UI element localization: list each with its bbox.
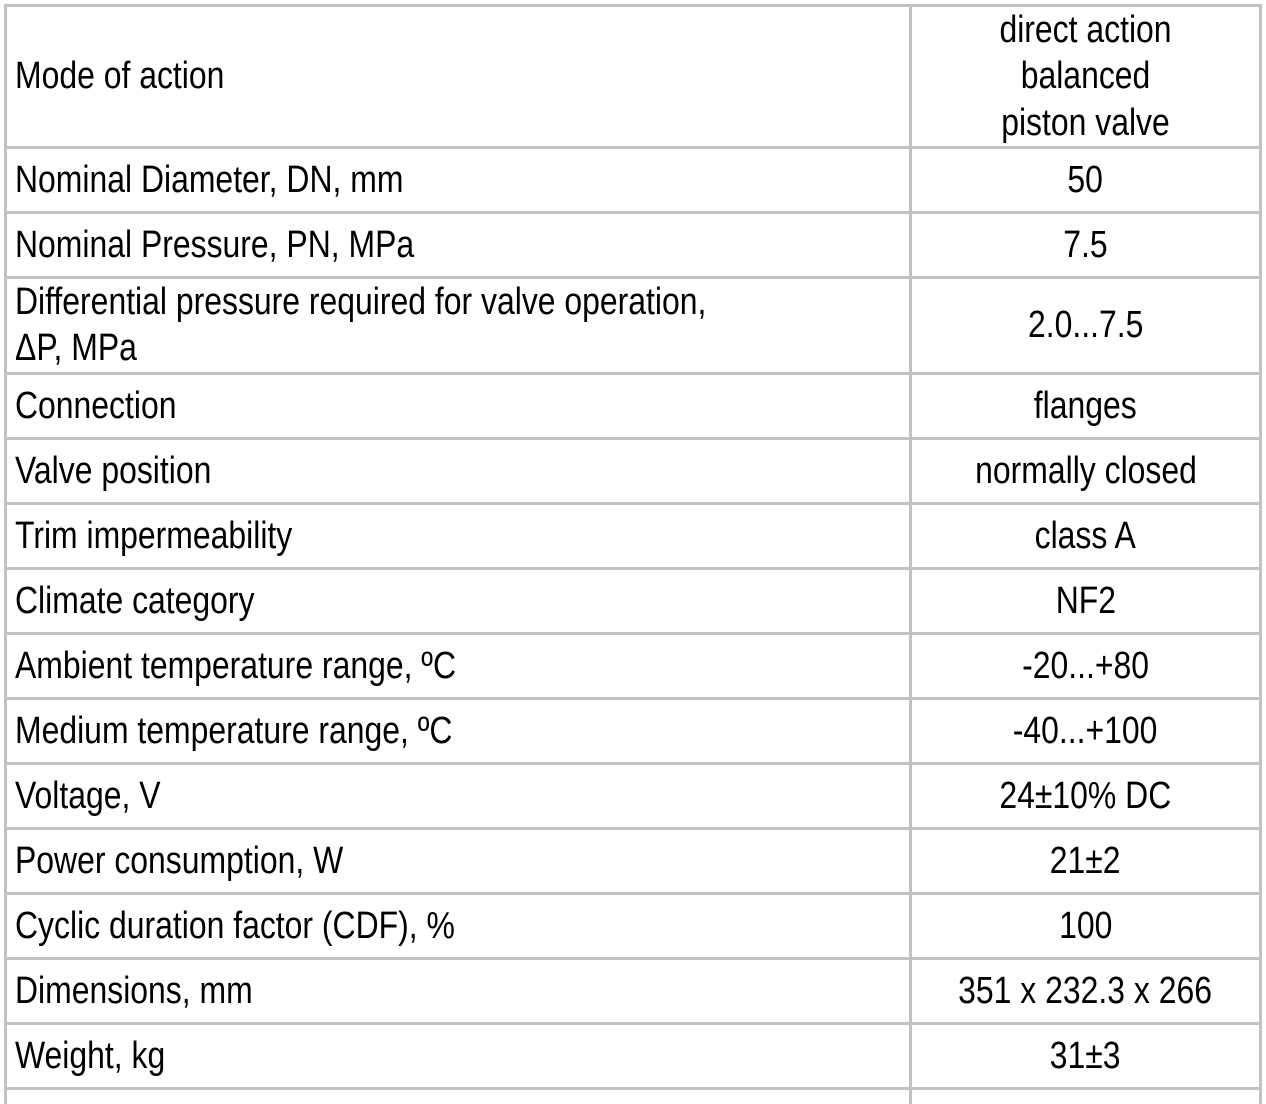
spec-param-cell: Valve position: [4, 436, 912, 505]
spec-row: Power consumption, W 21±2: [4, 826, 1262, 895]
spec-value-cell: 1.0/0.15: [909, 1086, 1262, 1104]
spec-value-text: 1.0/0.15: [1028, 1098, 1143, 1104]
spec-value-cell: NF2: [909, 566, 1262, 635]
spec-param-text: Connection: [15, 384, 177, 427]
spec-param-text: Opening/closing time, s (no more): [15, 1098, 494, 1104]
spec-param-text: Weight, kg: [15, 1034, 166, 1077]
spec-param-cell: Trim impermeability: [4, 501, 912, 570]
spec-param-text: Dimensions, mm: [15, 969, 253, 1012]
spec-param-text: Mode of action: [15, 55, 225, 98]
spec-param-text: Trim impermeability: [15, 514, 293, 557]
spec-row: Ambient temperature range, ºC -20...+80: [4, 631, 1262, 700]
spec-value-text: -40...+100: [1013, 709, 1158, 752]
spec-value-text: flanges: [1034, 384, 1137, 427]
spec-value-cell: -20...+80: [909, 631, 1262, 700]
spec-row: Trim impermeability class A: [4, 501, 1262, 570]
spec-param-text: Voltage, V: [15, 774, 161, 817]
spec-param-cell: Connection: [4, 371, 912, 440]
spec-value-text: 50: [1067, 158, 1104, 201]
spec-row: Differential pressure required for valve…: [4, 276, 1262, 375]
spec-value-text: direct action balanced piston valve: [999, 9, 1172, 144]
spec-param-text: Nominal Pressure, PN, MPa: [15, 223, 415, 266]
spec-row: Medium temperature range, ºC -40...+100: [4, 696, 1262, 765]
spec-value-cell: 7.5: [909, 211, 1262, 280]
spec-value-text: 351 x 232.3 x 266: [958, 969, 1213, 1012]
spec-value-text: 100: [1058, 904, 1113, 947]
spec-row: Connection flanges: [4, 371, 1262, 440]
spec-value-text: 31±3: [1050, 1034, 1121, 1077]
spec-value-cell: 2.0...7.5: [909, 276, 1262, 375]
spec-param-cell: Differential pressure required for valve…: [4, 276, 912, 375]
spec-param-cell: Voltage, V: [4, 761, 912, 830]
spec-value-cell: 100: [909, 891, 1262, 960]
spec-table: Mode of action direct action balanced pi…: [4, 3, 1262, 1104]
spec-param-cell: Power consumption, W: [4, 826, 912, 895]
spec-param-cell: Medium temperature range, ºC: [4, 696, 912, 765]
spec-value-text: normally closed: [974, 449, 1197, 492]
spec-param-text: Valve position: [15, 449, 212, 492]
spec-param-cell: Ambient temperature range, ºC: [4, 631, 912, 700]
spec-value-text: 2.0...7.5: [1027, 304, 1144, 347]
spec-param-text: Ambient temperature range, ºC: [15, 644, 457, 687]
spec-param-text: Power consumption, W: [15, 839, 344, 882]
spec-row: Climate category NF2: [4, 566, 1262, 635]
spec-param-text: Cyclic duration factor (CDF), %: [15, 904, 455, 947]
spec-value-cell: 351 x 232.3 x 266: [909, 956, 1262, 1025]
spec-value-cell: 24±10% DC: [909, 761, 1262, 830]
spec-value-cell: flanges: [909, 371, 1262, 440]
spec-value-cell: direct action balanced piston valve: [909, 3, 1262, 150]
spec-value-text: class A: [1034, 514, 1137, 557]
spec-row: Nominal Diameter, DN, mm 50: [4, 146, 1262, 215]
spec-row: Cyclic duration factor (CDF), % 100: [4, 891, 1262, 960]
spec-param-cell: Nominal Diameter, DN, mm: [4, 146, 912, 215]
spec-row: Nominal Pressure, PN, MPa 7.5: [4, 211, 1262, 280]
spec-row: Dimensions, mm 351 x 232.3 x 266: [4, 956, 1262, 1025]
spec-param-text: Climate category: [15, 579, 255, 622]
spec-row: Valve position normally closed: [4, 436, 1262, 505]
spec-row: Voltage, V 24±10% DC: [4, 761, 1262, 830]
spec-value-text: NF2: [1055, 579, 1116, 622]
spec-row: Opening/closing time, s (no more) 1.0/0.…: [4, 1086, 1262, 1104]
spec-value-text: 7.5: [1063, 223, 1108, 266]
spec-param-text: Medium temperature range, ºC: [15, 709, 453, 752]
spec-value-text: 24±10% DC: [999, 774, 1172, 817]
spec-param-cell: Cyclic duration factor (CDF), %: [4, 891, 912, 960]
spec-param-text: Nominal Diameter, DN, mm: [15, 158, 404, 201]
spec-param-cell: Mode of action: [4, 3, 912, 150]
spec-row: Weight, kg 31±3: [4, 1021, 1262, 1090]
spec-value-cell: normally closed: [909, 436, 1262, 505]
spec-param-cell: Nominal Pressure, PN, MPa: [4, 211, 912, 280]
spec-value-cell: -40...+100: [909, 696, 1262, 765]
spec-value-text: 21±2: [1050, 839, 1121, 882]
spec-value-cell: 50: [909, 146, 1262, 215]
spec-param-cell: Dimensions, mm: [4, 956, 912, 1025]
spec-param-cell: Opening/closing time, s (no more): [4, 1086, 912, 1104]
spec-value-cell: 21±2: [909, 826, 1262, 895]
spec-param-text: Differential pressure required for valve…: [15, 281, 707, 370]
spec-param-cell: Climate category: [4, 566, 912, 635]
spec-value-cell: class A: [909, 501, 1262, 570]
spec-row: Mode of action direct action balanced pi…: [4, 3, 1262, 150]
spec-param-cell: Weight, kg: [4, 1021, 912, 1090]
spec-value-text: -20...+80: [1022, 644, 1149, 687]
spec-value-cell: 31±3: [909, 1021, 1262, 1090]
